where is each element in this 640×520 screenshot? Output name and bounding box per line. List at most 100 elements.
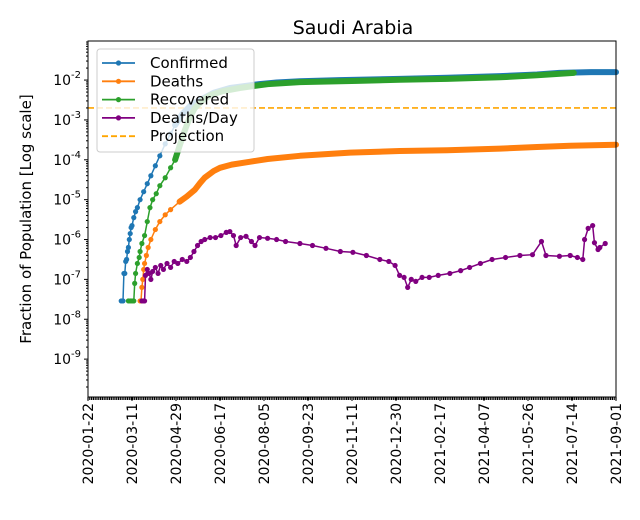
x-tick-label: 2020-09-23 (301, 403, 317, 484)
recovered-point (132, 270, 139, 277)
legend-label: Confirmed (150, 54, 228, 72)
deaths-point (140, 276, 146, 282)
deaths-day-point (227, 228, 233, 235)
legend-item-confirmed: Confirmed (102, 54, 228, 72)
chart-title: Saudi Arabia (293, 17, 414, 39)
legend-item-recovered: Recovered (102, 91, 229, 109)
deaths-day-point (218, 232, 224, 239)
deaths-day-point (363, 252, 369, 259)
deaths-day-point (502, 254, 509, 261)
legend-label: Projection (150, 127, 224, 145)
deaths-point (202, 175, 208, 181)
deaths-day-point (538, 238, 545, 245)
deaths-series (137, 141, 619, 304)
x-tick-label: 2020-04-29 (169, 403, 185, 484)
x-tick-label: 2020-03-11 (125, 403, 141, 484)
deaths-point (139, 284, 145, 290)
recovered-point (131, 298, 137, 304)
confirmed-point (131, 215, 137, 221)
x-tick-label: 2021-04-07 (477, 403, 493, 484)
deaths-day-point (591, 240, 598, 246)
deaths-day-point (386, 258, 392, 265)
confirmed-point (126, 236, 132, 243)
deaths-day-point (567, 252, 573, 259)
deaths-day-point (458, 268, 464, 274)
deaths-day-point (602, 240, 608, 247)
deaths-point (229, 161, 235, 168)
deaths-day-point (597, 244, 603, 251)
deaths-point (347, 150, 353, 156)
deaths-day-point (489, 256, 495, 263)
y-tick-label: 10-8 (53, 309, 81, 328)
confirmed-point (124, 248, 131, 255)
deaths-day-point (160, 266, 167, 273)
y-tick-label: 10-3 (53, 110, 81, 129)
confirmed-point (141, 189, 147, 195)
deaths-day-point (556, 253, 563, 259)
deaths-point (211, 168, 217, 174)
deaths-point (264, 156, 271, 162)
plot-area: 2020-01-22 2020-03-11 2020-04-29 2020-06-17… (53, 40, 625, 484)
deaths-day-point (155, 270, 161, 277)
deaths-day-point (396, 272, 403, 279)
deaths-day-point (230, 232, 237, 239)
deaths-day-point (152, 264, 158, 271)
confirmed-point (134, 205, 140, 211)
recovered-point (444, 76, 450, 82)
deaths-day-point (282, 238, 289, 245)
recovered-point (139, 240, 145, 247)
x-tick-label: 2020-06-17 (213, 403, 229, 484)
legend-marker (115, 78, 122, 84)
deaths-point (141, 260, 148, 267)
confirmed-point (148, 173, 154, 179)
deaths-day-point (529, 252, 536, 258)
deaths-day-point (581, 236, 588, 243)
deaths-day-point (517, 252, 523, 259)
deaths-point (157, 218, 163, 225)
recovered-point (571, 70, 577, 76)
deaths-day-point (309, 242, 316, 249)
x-tick-label: 2020-11-11 (345, 403, 361, 484)
legend-item-projection: Projection (102, 127, 224, 145)
confirmed-point (157, 153, 163, 159)
deaths-point (534, 144, 540, 150)
deaths-day-point (297, 240, 303, 247)
x-tick-label: 2021-02-17 (433, 403, 449, 484)
deaths-day-point (191, 248, 197, 255)
deaths-point (148, 236, 154, 243)
recovered-point (150, 197, 156, 203)
deaths-day-point (590, 222, 596, 229)
deaths-day-point (447, 270, 453, 277)
y-tick-label: 10-7 (53, 269, 81, 288)
deaths-point (176, 199, 183, 205)
deaths-day-point (405, 284, 411, 290)
recovered-point (144, 218, 150, 225)
deaths-day-point (580, 256, 586, 263)
recovered-point (141, 232, 148, 239)
legend-label: Deaths/Day (150, 109, 238, 127)
confirmed-point (124, 256, 130, 263)
deaths-day-point (264, 235, 271, 241)
recovered-point (137, 248, 143, 255)
deaths-day-point (401, 274, 407, 281)
deaths-day-point (148, 276, 154, 282)
deaths-day-point (248, 238, 255, 245)
recovered-point (297, 79, 303, 85)
y-axis-label: Fraction of Population [Log scale] (17, 94, 35, 343)
deaths-day-point (150, 268, 156, 275)
recovered-point (172, 157, 178, 163)
x-tick-label: 2021-07-14 (565, 403, 581, 484)
recovered-point (132, 280, 138, 286)
confirmed-point (152, 163, 158, 169)
deaths-point (168, 207, 174, 213)
deaths-point (197, 180, 203, 186)
deaths-day-point (377, 256, 383, 263)
deaths-point (247, 159, 253, 165)
y-tick-label: 10-4 (53, 150, 81, 169)
deaths-day-point (243, 233, 249, 239)
recovered-point (168, 165, 174, 171)
legend-label: Recovered (150, 91, 229, 109)
confirmed-point (588, 69, 594, 75)
deaths-day-point (179, 256, 185, 263)
